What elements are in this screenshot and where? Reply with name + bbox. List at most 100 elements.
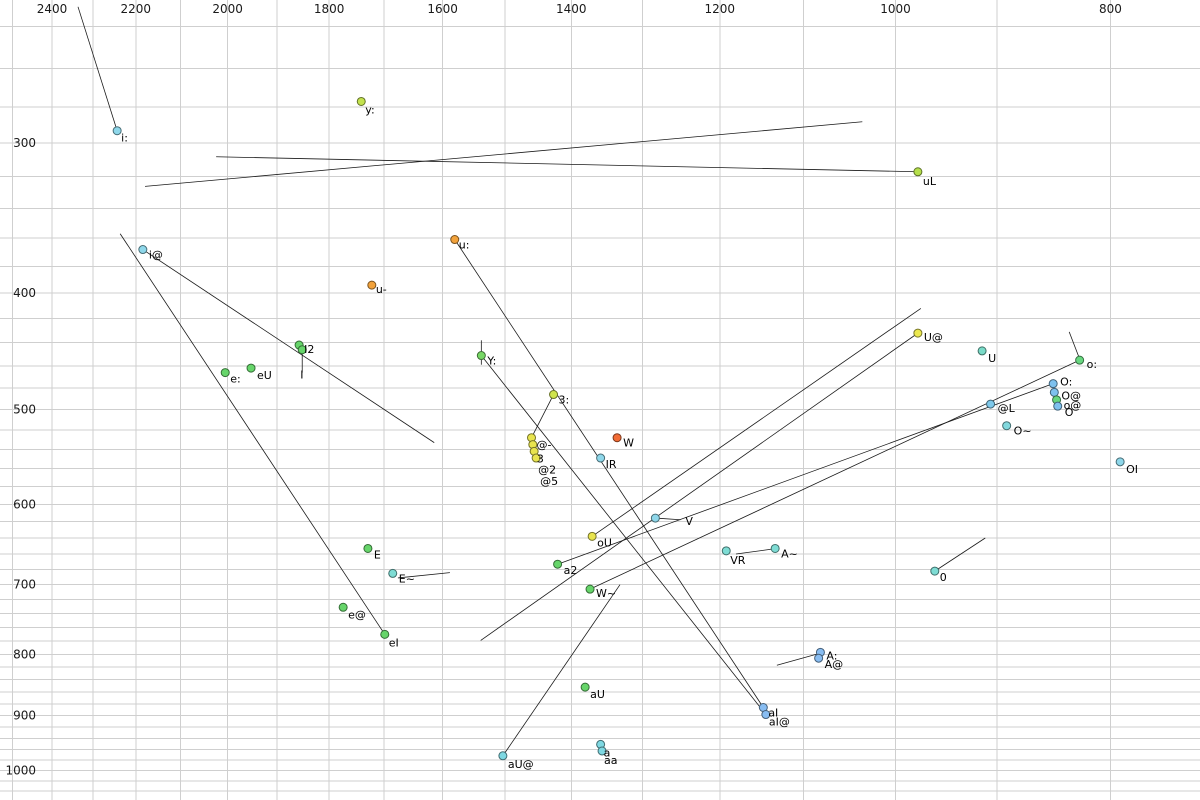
trajectory-line	[1068, 331, 1081, 360]
data-point-e:	[220, 368, 230, 378]
x-tick-label: 1800	[314, 2, 345, 16]
point-label-uL: uL	[923, 175, 937, 188]
data-point-O~	[1002, 421, 1012, 431]
trajectory-line	[591, 308, 922, 537]
data-point-E~	[388, 568, 398, 578]
data-point-i:	[112, 126, 122, 136]
point-label-E~: E~	[399, 572, 415, 585]
data-point-VR	[721, 546, 731, 556]
y-tick-label: 1000	[5, 764, 36, 778]
data-point-O	[1053, 401, 1063, 411]
data-point-A~	[770, 543, 780, 553]
data-point-@L	[986, 399, 996, 409]
x-tick-label: 1200	[705, 2, 736, 16]
point-label-I2: I2	[304, 343, 314, 356]
data-point-aU@	[498, 751, 508, 761]
point-label-a: a	[604, 746, 611, 759]
point-label-@-: @-	[537, 439, 552, 452]
point-label-IR: IR	[606, 458, 617, 471]
point-label-V: V	[685, 515, 693, 528]
data-point-oU	[587, 531, 597, 541]
trajectory-line	[119, 233, 386, 635]
y-tick-label: 900	[13, 709, 36, 723]
data-point-aa	[597, 746, 607, 756]
point-label-3:: 3:	[559, 394, 570, 407]
data-point-i@	[138, 245, 148, 255]
data-point-A@	[814, 653, 824, 663]
point-label-@2: @2	[538, 463, 556, 476]
data-point-aU	[580, 682, 590, 692]
data-point-V	[650, 513, 660, 523]
trajectory-line	[502, 584, 621, 757]
data-point-u-	[367, 280, 377, 290]
point-label-e:: e:	[230, 373, 240, 386]
point-label-E: E	[374, 548, 381, 561]
trajectory-line	[145, 121, 863, 187]
point-label-A~: A~	[781, 547, 798, 560]
data-point-I	[297, 345, 307, 355]
data-point-3:	[549, 390, 559, 400]
point-label-O: O	[1065, 406, 1074, 419]
data-point-uL	[913, 167, 923, 177]
data-point-a2	[553, 559, 563, 569]
point-label-@L: @L	[998, 402, 1016, 415]
point-label-U: U	[988, 352, 996, 365]
point-label-W~: W~	[596, 587, 616, 600]
point-label-O:: O:	[1060, 376, 1072, 389]
trajectory-line	[531, 394, 554, 438]
data-point-eI	[380, 629, 390, 639]
x-tick-label: 2400	[37, 2, 68, 16]
point-label-aI@: aI@	[769, 716, 790, 729]
data-point-0	[930, 566, 940, 576]
point-label-oU: oU	[597, 536, 612, 549]
data-point-eU	[246, 363, 256, 373]
x-tick-label: 1000	[880, 2, 911, 16]
trajectory-line	[776, 653, 819, 666]
y-tick-label: 600	[13, 497, 36, 511]
point-label-i:: i:	[121, 132, 128, 145]
x-tick-label: 2200	[121, 2, 152, 16]
point-label-aa: aa	[604, 754, 617, 767]
data-point-Y:	[476, 351, 486, 361]
data-point-U@	[913, 328, 923, 338]
x-tick-label: 1400	[556, 2, 587, 16]
point-label-Y:: Y:	[486, 355, 496, 368]
data-point-e@	[338, 602, 348, 612]
data-point-aI@	[761, 710, 771, 720]
trajectory-line	[480, 332, 919, 641]
data-point-IR	[596, 453, 606, 463]
point-label-y:: y:	[365, 103, 374, 116]
x-tick-label: 1600	[427, 2, 458, 16]
data-point-@5	[531, 453, 541, 463]
point-label-i@: i@	[149, 249, 163, 262]
data-point-O:	[1048, 379, 1058, 389]
y-tick-label: 300	[13, 136, 36, 150]
point-label-u-: u-	[376, 283, 387, 296]
y-tick-label: 500	[13, 402, 36, 416]
data-point-y:	[356, 96, 366, 106]
point-label-O~: O~	[1014, 425, 1032, 438]
point-label-eI: eI	[389, 636, 399, 649]
trajectory-line	[589, 359, 1080, 590]
point-label-o:: o:	[1087, 358, 1097, 371]
point-label-O@: O@	[1061, 389, 1081, 402]
point-label-a2: a2	[564, 564, 578, 577]
data-point-O@	[1049, 387, 1059, 397]
y-tick-label: 400	[13, 286, 36, 300]
data-point-u:	[450, 235, 460, 245]
x-tick-label: 2000	[212, 2, 243, 16]
trajectory-line	[735, 548, 771, 555]
trajectory-line	[557, 383, 1054, 565]
trajectory-line	[481, 355, 766, 714]
point-label-u:: u:	[459, 239, 470, 252]
point-label-aU: aU	[590, 688, 605, 701]
data-point-E	[363, 543, 373, 553]
point-label-U@: U@	[924, 331, 943, 344]
y-tick-label: 800	[13, 647, 36, 661]
trajectory-line	[216, 156, 918, 173]
point-label-aI: aI	[768, 707, 778, 720]
data-point-OI	[1115, 457, 1125, 467]
y-tick-label: 700	[13, 578, 36, 592]
